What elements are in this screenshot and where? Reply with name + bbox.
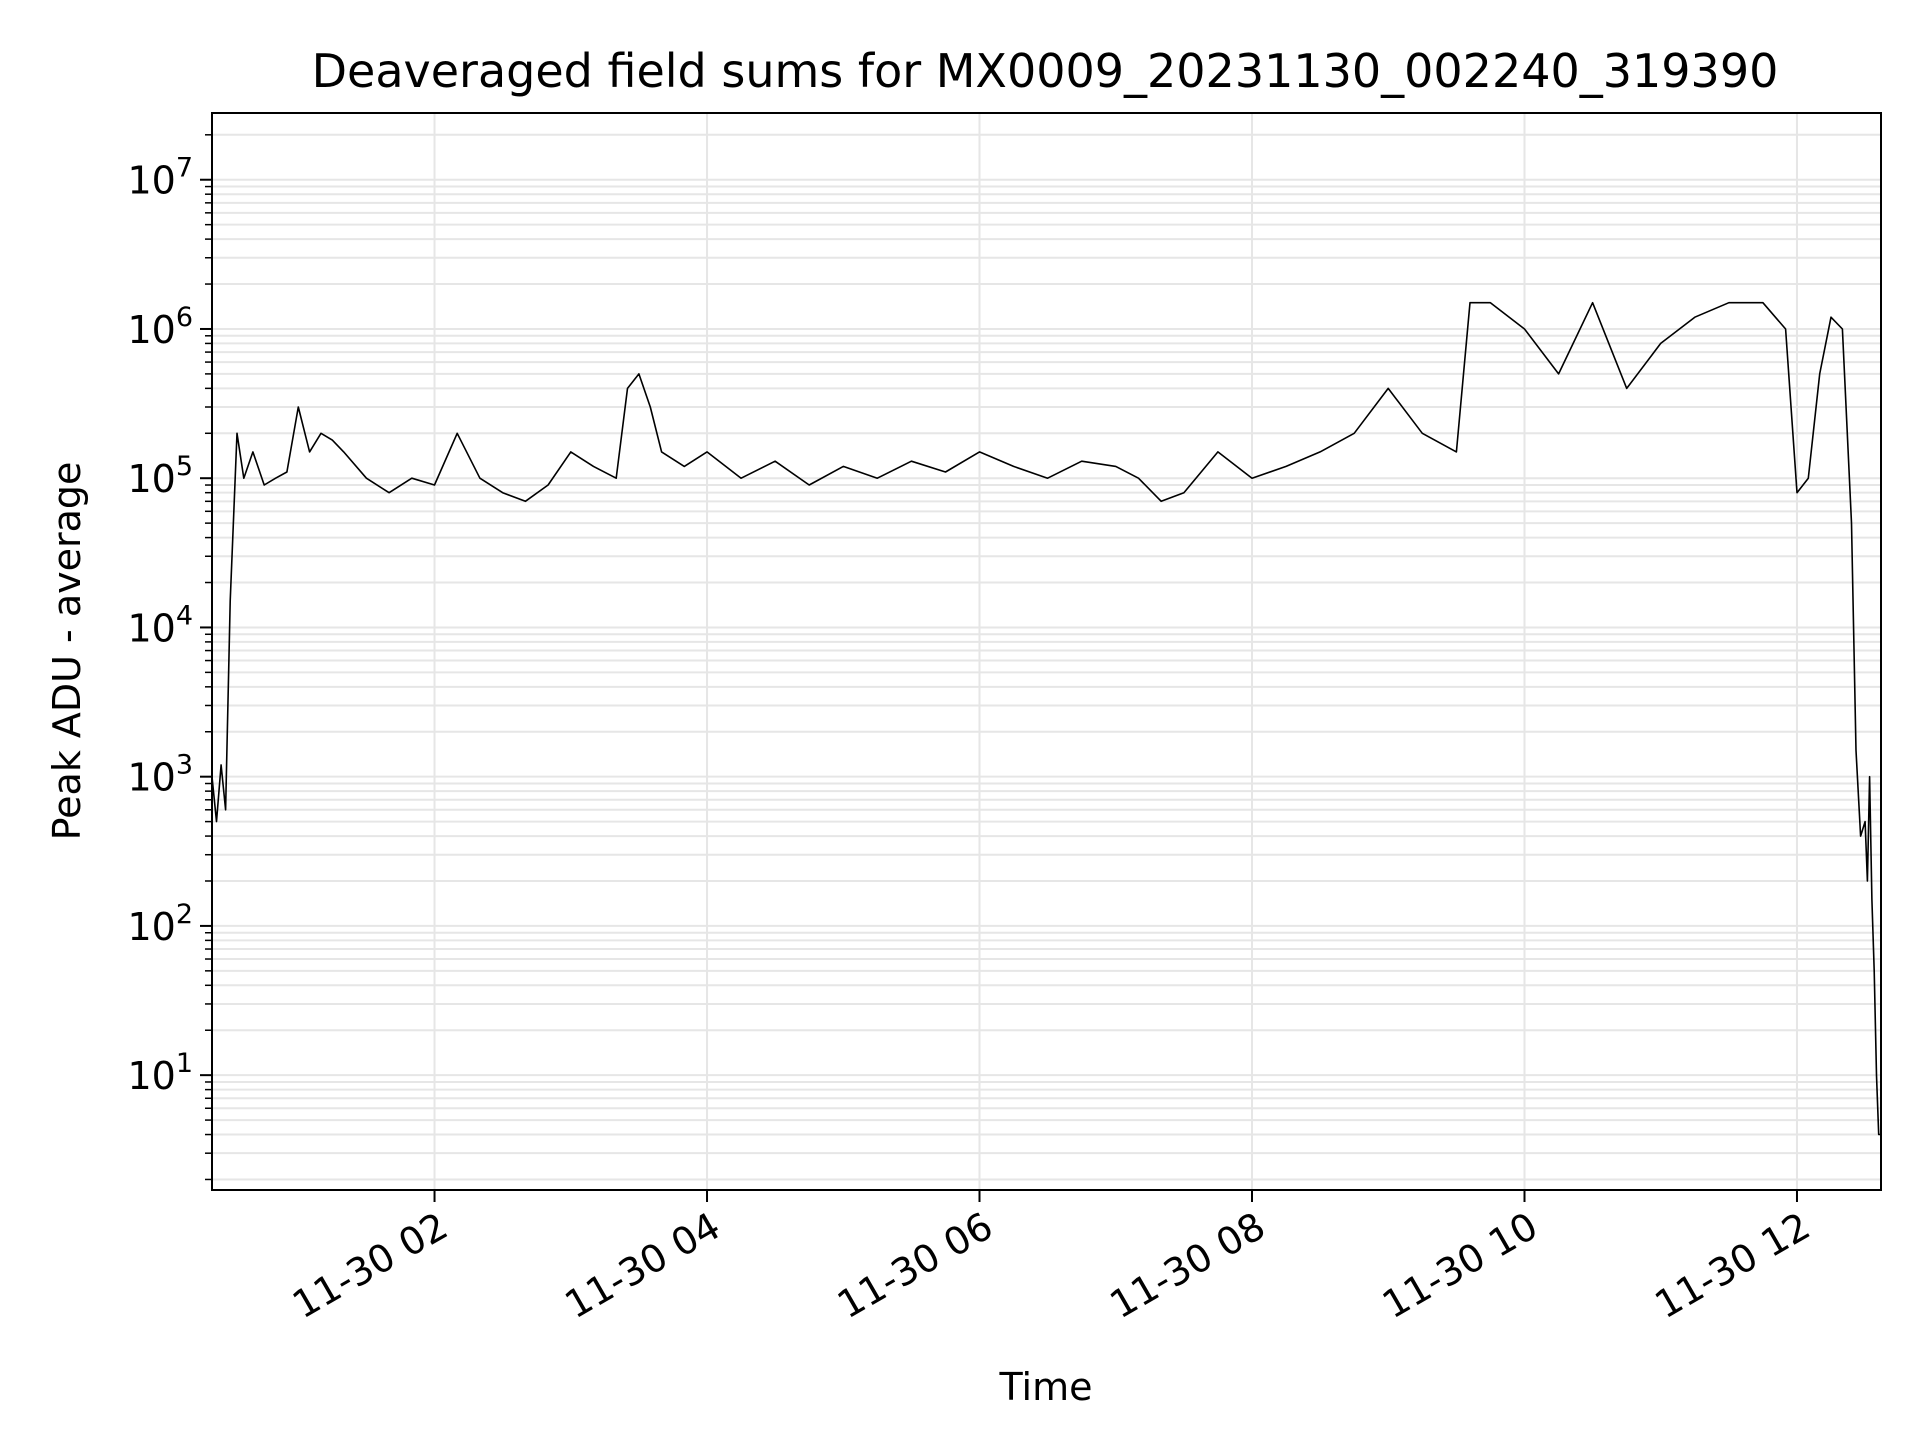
- y-tick-label: 104: [127, 600, 193, 650]
- plot-frame: [211, 112, 1882, 1191]
- y-axis: 101 102 103 104 105 106 107: [127, 134, 212, 1181]
- grid: [212, 113, 1881, 1190]
- y-tick-label: 106: [127, 302, 193, 352]
- x-axis-label: Time: [999, 1365, 1093, 1409]
- series-line: [211, 301, 1881, 1136]
- y-tick-label: 107: [127, 153, 193, 203]
- y-axis-label: Peak ADU - average: [45, 462, 89, 841]
- y-tick-label: 102: [127, 899, 193, 949]
- chart-title: Deaveraged field sums for MX0009_2023113…: [312, 44, 1779, 98]
- y-tick-label: 101: [127, 1048, 193, 1098]
- y-tick-label: 103: [127, 750, 193, 800]
- series-layer: [211, 301, 1881, 1136]
- y-tick-label: 105: [127, 451, 193, 501]
